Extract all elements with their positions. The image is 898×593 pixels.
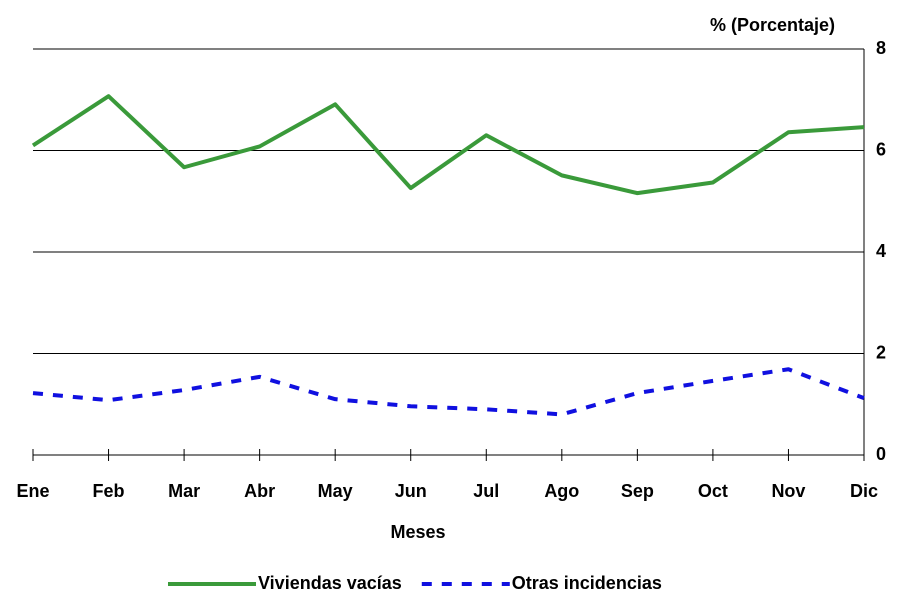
- x-tick-label: Dic: [850, 481, 878, 501]
- x-tick-label: Jun: [395, 481, 427, 501]
- y-tick-label: 8: [876, 38, 886, 58]
- x-tick-label: Ago: [544, 481, 579, 501]
- x-tick-label: Sep: [621, 481, 654, 501]
- legend-label: Otras incidencias: [512, 573, 662, 593]
- x-tick-label: Oct: [698, 481, 728, 501]
- x-axis-title: Meses: [390, 522, 445, 542]
- series-line: [32, 367, 865, 417]
- x-tick-label: Mar: [168, 481, 200, 501]
- y-tick-label: 6: [876, 139, 886, 159]
- x-tick-label: Abr: [244, 481, 275, 501]
- y-tick-label: 4: [876, 241, 886, 261]
- y-tick-label: 0: [876, 444, 886, 464]
- legend-label: Viviendas vacías: [258, 573, 402, 593]
- x-tick-label: May: [318, 481, 353, 501]
- y-axis-title: % (Porcentaje): [710, 15, 835, 35]
- x-tick-label: Feb: [93, 481, 125, 501]
- x-tick-label: Ene: [16, 481, 49, 501]
- series-line: [31, 94, 865, 196]
- x-tick-label: Jul: [473, 481, 499, 501]
- x-tick-label: Nov: [771, 481, 805, 501]
- y-tick-label: 2: [876, 342, 886, 362]
